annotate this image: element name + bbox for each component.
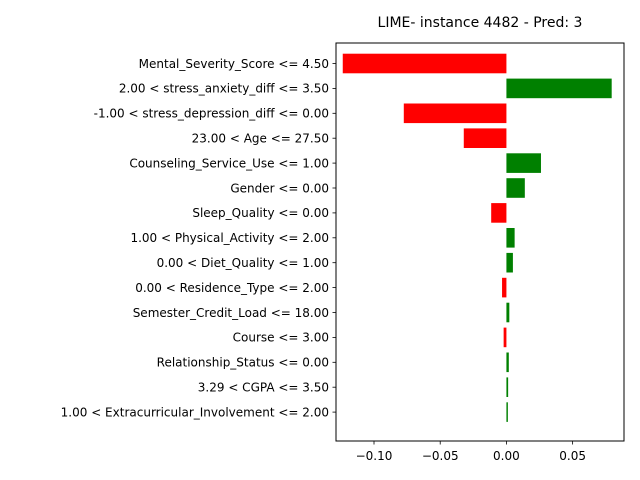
x-tick-label-3: 0.05: [559, 449, 586, 463]
bar-6: [491, 203, 507, 223]
y-tick-label-9: 0.00 < Residence_Type <= 2.00: [135, 281, 329, 295]
x-tick-label-2: 0.00: [493, 449, 520, 463]
x-axis: −0.10 −0.05 0.00 0.05: [356, 441, 586, 463]
y-tick-label-11: Course <= 3.00: [233, 331, 329, 345]
y-tick-label-2: -1.00 < stress_depression_diff <= 0.00: [94, 107, 329, 121]
y-tick-label-12: Relationship_Status <= 0.00: [157, 356, 329, 370]
y-tick-label-1: 2.00 < stress_anxiety_diff <= 3.50: [119, 82, 329, 96]
bar-13: [506, 377, 509, 397]
chart-title: LIME- instance 4482 - Pred: 3: [378, 15, 583, 31]
bar-12: [506, 352, 509, 373]
bar-2: [403, 103, 507, 124]
y-tick-label-0: Mental_Severity_Score <= 4.50: [139, 57, 329, 71]
bar-4: [506, 153, 541, 173]
bar-7: [506, 228, 515, 248]
y-tick-label-8: 0.00 < Diet_Quality <= 1.00: [157, 256, 329, 270]
y-tick-label-7: 1.00 < Physical_Activity <= 2.00: [130, 231, 329, 245]
y-tick-label-4: Counseling_Service_Use <= 1.00: [129, 156, 329, 170]
y-tick-label-14: 1.00 < Extracurricular_Involvement <= 2.…: [61, 405, 329, 419]
bar-8: [506, 252, 513, 273]
y-tick-label-5: Gender <= 0.00: [230, 181, 329, 195]
bar-10: [506, 302, 510, 323]
y-tick-label-6: Sleep_Quality <= 0.00: [192, 206, 329, 220]
y-tick-labels: Mental_Severity_Score <= 4.50 2.00 < stre…: [61, 57, 336, 419]
bar-5: [506, 178, 525, 198]
bars-layer: [342, 53, 612, 422]
y-tick-label-13: 3.29 < CGPA <= 3.50: [198, 381, 329, 395]
bar-3: [463, 128, 507, 148]
plot-frame: [335, 42, 625, 442]
bar-1: [506, 78, 612, 99]
y-tick-label-10: Semester_Credit_Load <= 18.00: [133, 306, 329, 320]
bar-9: [502, 277, 507, 298]
x-tick-label-0: −0.10: [356, 449, 393, 463]
x-tick-label-1: −0.05: [422, 449, 459, 463]
bar-14: [506, 402, 508, 422]
y-tick-label-3: 23.00 < Age <= 27.50: [192, 132, 329, 146]
bar-0: [342, 53, 507, 74]
bar-11: [503, 327, 507, 348]
